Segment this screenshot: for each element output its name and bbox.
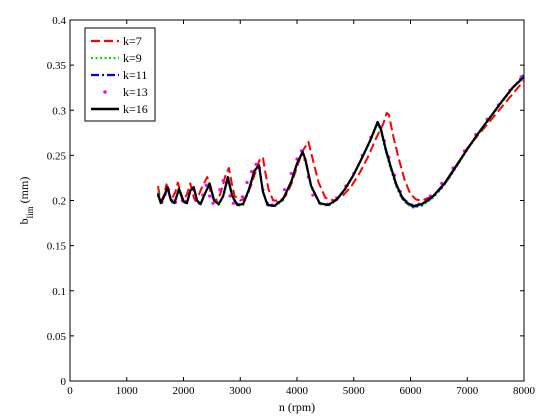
y-tick-label: 0.25 <box>47 150 67 162</box>
series-k-13-point <box>289 171 293 176</box>
y-tick-label: 0.1 <box>52 286 66 298</box>
series-k-13-point <box>218 188 222 192</box>
y-tick-label: 0.05 <box>47 331 67 343</box>
series-k-13-point <box>208 194 212 198</box>
series-k-13-point <box>204 183 208 187</box>
x-tick-label: 8000 <box>513 385 536 397</box>
series-k-13-point <box>228 194 232 198</box>
x-axis-label: n (rpm) <box>279 400 315 414</box>
y-axis-label-unit: (mm) <box>17 177 31 207</box>
y-tick-label: 0 <box>61 376 67 388</box>
legend: k=7 k=9 k=11 k=13 k=16 <box>84 27 156 122</box>
legend-label: k=7 <box>123 34 142 48</box>
series-layer <box>156 73 525 209</box>
y-axis-label: blim (mm) <box>17 177 35 225</box>
legend-label: k=11 <box>123 68 147 82</box>
y-tick-label: 0.2 <box>52 196 66 208</box>
x-tick-label: 2000 <box>173 385 196 397</box>
series-k-13-point <box>211 201 215 205</box>
x-tick-label: 7000 <box>456 385 479 397</box>
series-k-13-point <box>282 188 287 192</box>
series-k-7-line <box>157 79 525 202</box>
x-tick-label: 6000 <box>400 385 423 397</box>
x-tick-label: 0 <box>67 385 73 397</box>
legend-label: k=16 <box>123 102 148 116</box>
legend-label: k=9 <box>123 51 142 65</box>
y-tick-label: 0.35 <box>47 60 67 72</box>
y-axis-label-sub: lim <box>25 206 35 218</box>
legend-label: k=13 <box>123 85 148 99</box>
series-k-16-line <box>156 76 525 207</box>
series-k-13-point <box>221 179 225 183</box>
x-tick-label: 3000 <box>229 385 252 397</box>
y-tick-label: 0.15 <box>47 241 67 253</box>
y-tick-label: 0.4 <box>52 15 66 27</box>
y-tick-label: 0.3 <box>52 105 66 117</box>
series-k-13-point <box>245 180 249 185</box>
x-tick-label: 1000 <box>116 385 139 397</box>
series-k-13-point <box>254 162 258 166</box>
series-k-13-point <box>250 170 254 174</box>
legend-swatch <box>103 90 107 94</box>
series-k-13-point <box>240 195 245 199</box>
series-k-13-point <box>231 201 236 205</box>
series-k-13-point <box>311 193 315 197</box>
y-axis-label-main: b <box>17 218 31 224</box>
ticks-layer: 0 1000 2000 3000 4000 5000 6000 7000 8000 0 0.05 0.… <box>47 15 536 397</box>
x-tick-label: 5000 <box>343 385 366 397</box>
x-tick-label: 4000 <box>286 385 309 397</box>
